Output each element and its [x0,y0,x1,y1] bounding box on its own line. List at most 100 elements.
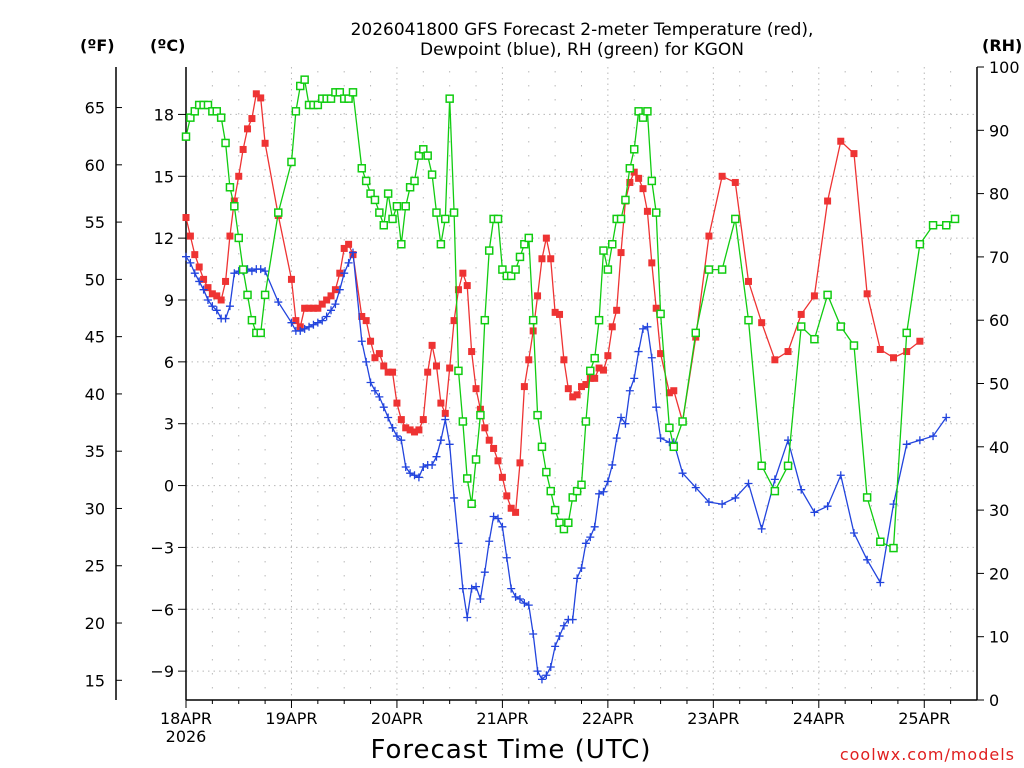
temperature-point [200,275,208,283]
celsius-tick-label: 12 [154,229,174,248]
temperature-point [345,240,353,248]
temperature-point [309,304,317,312]
temperature-point [591,374,599,382]
rh-tick-label: 50 [989,375,1009,394]
dewpoint-point [379,403,388,412]
temperature-point [890,354,898,362]
rh-point [484,246,494,255]
rh-point [476,410,485,420]
temperature-line [185,92,921,514]
rh-point [634,107,643,116]
temperature-point [191,251,199,259]
dewpoint-point [757,524,766,533]
rh-axis-label: (RH) [982,36,1022,55]
dewpoint-point [309,320,318,329]
temperature-point [406,426,414,434]
dewpoint-point [691,483,700,492]
rh-point [287,157,296,167]
dewpoint-line [185,252,947,681]
fahrenheit-tick-label: 40 [85,385,105,404]
fahrenheit-tick-label: 45 [85,328,105,347]
temperature-point [863,290,871,298]
rh-tick-label: 60 [989,311,1009,330]
rh-tick-label: 30 [989,501,1009,520]
rh-point [243,290,252,300]
rh-point [528,315,538,325]
rh-point [594,315,604,325]
temperature-point [718,172,726,180]
dewpoint-point [652,403,661,412]
temperature-point [626,178,634,186]
celsius-tick-label: −3 [150,538,174,557]
rh-point [862,493,872,502]
rh-point [902,328,911,338]
temperature-point [323,296,331,304]
dewpoint-point [502,553,511,562]
temperature-point [415,426,423,434]
rh-tick-label: 70 [989,248,1009,267]
temperature-point [916,337,924,345]
temperature-point [876,345,884,353]
x-tick-label: 21APR [476,709,528,728]
dewpoint-point [643,322,652,331]
temperature-point [305,304,313,312]
celsius-tick-label: 18 [154,105,174,124]
axes: −9 −6 −3 0 3 6 9 12 15 18 15 20 25 30 35 40 45 50 55 60 65 0 1… [85,58,1020,728]
rh-point [524,233,534,243]
dewpoint-point [340,269,349,278]
temperature-point [340,244,348,252]
rh-point [414,151,424,160]
rh-point [462,474,472,483]
temperature-point [578,383,585,391]
rh-point [691,328,701,338]
temperature-point [538,255,546,263]
rh-point [515,252,525,262]
dewpoint-point [274,298,283,307]
temperature-point [903,348,911,356]
rh-point [608,239,617,249]
dewpoint-point [542,671,551,680]
dewpoint-point [577,564,586,573]
temperature-point [771,356,779,364]
temperature-point [573,391,581,399]
dewpoint-point [225,302,234,311]
temperature-point [327,292,335,300]
rh-point [379,221,388,230]
rh-point [427,170,437,179]
dewpoint-point [388,423,397,432]
dewpoint-point [305,322,314,331]
temperature-point [652,304,660,312]
dewpoint-point [590,522,599,531]
temperature-point [397,416,405,424]
temperature-point [784,348,792,356]
credit-link[interactable]: coolwx.com/models [840,745,1015,764]
temperature-point [648,259,656,267]
temperature-point [630,168,638,176]
dewpoint-point [384,413,393,422]
gridlines [185,67,977,700]
temperature-point [318,300,326,308]
dewpoint-point [656,434,665,443]
rh-point [643,107,652,116]
dewpoint-point [230,269,239,278]
rh-point [361,176,371,186]
rh-point [225,183,235,192]
dewpoint-point [195,277,204,286]
x-tick-label: 19APR [265,709,317,728]
rh-point [629,145,639,154]
dewpoint-point [489,512,498,521]
dewpoint-point [678,469,687,478]
rh-point [366,189,375,198]
rh-point [498,265,507,274]
temperature-point [186,232,194,240]
dewpoint-point [863,555,872,564]
temperature-point [665,389,673,397]
temperature-point [617,249,625,257]
rh-point [493,214,503,224]
temperature-point [226,232,234,240]
dewpoint-point [485,537,494,546]
rh-point [436,239,446,249]
rh-point [410,176,419,186]
dewpoint-point [375,392,384,401]
